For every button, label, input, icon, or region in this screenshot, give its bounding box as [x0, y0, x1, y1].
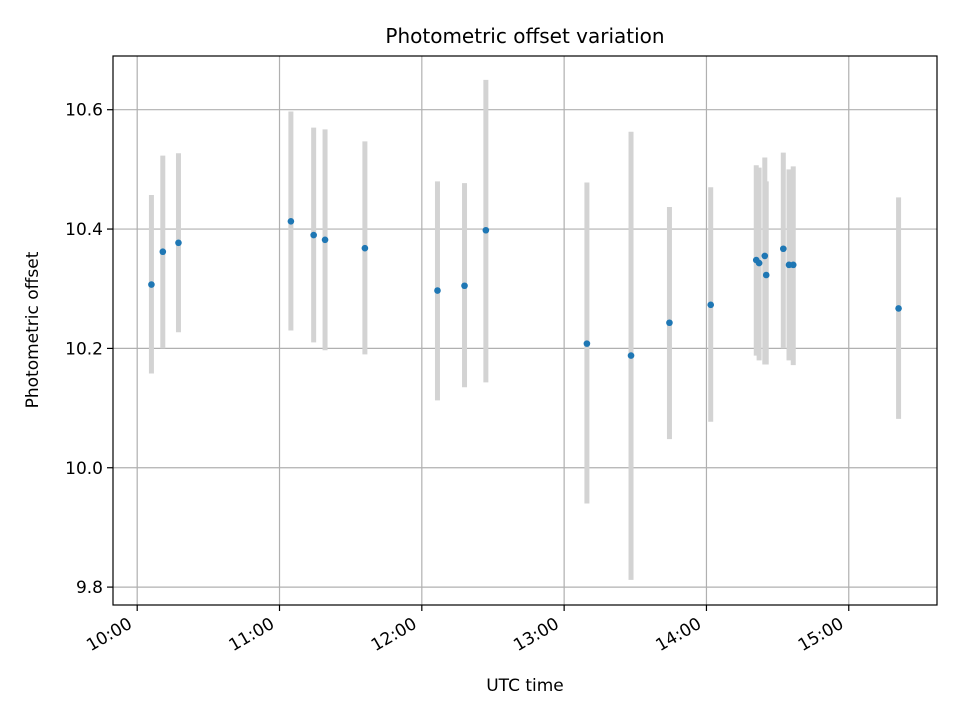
y-tick-label: 10.2 [65, 339, 103, 359]
data-points [148, 217, 902, 359]
y-tick-label: 9.8 [76, 578, 103, 598]
y-tick-label: 10.6 [65, 101, 103, 121]
data-point [310, 231, 317, 239]
data-point [461, 282, 468, 290]
y-tick-label: 10.0 [65, 459, 103, 479]
data-point [755, 259, 763, 267]
chart-title: Photometric offset variation [385, 24, 664, 48]
data-point [583, 340, 591, 347]
data-point [361, 244, 369, 252]
data-point [707, 301, 715, 309]
data-point [482, 226, 490, 234]
data-point [780, 245, 787, 253]
data-point [159, 248, 167, 256]
data-point [175, 239, 182, 247]
data-point [148, 281, 155, 288]
data-point [287, 217, 295, 225]
x-axis-title: UTC time [486, 676, 564, 696]
data-point [762, 271, 770, 279]
data-point [666, 319, 673, 327]
grid [113, 56, 937, 605]
data-point [895, 305, 902, 312]
data-point [761, 252, 769, 260]
data-point [321, 236, 329, 244]
data-point [434, 287, 441, 294]
y-tick-label: 10.4 [65, 220, 103, 240]
data-point [789, 261, 797, 269]
y-axis-title: Photometric offset [23, 251, 43, 408]
y-axis: 9.8 10.0 10.2 10.4 10.6 [65, 101, 113, 598]
data-point [627, 352, 635, 359]
plot-frame [112, 55, 938, 606]
